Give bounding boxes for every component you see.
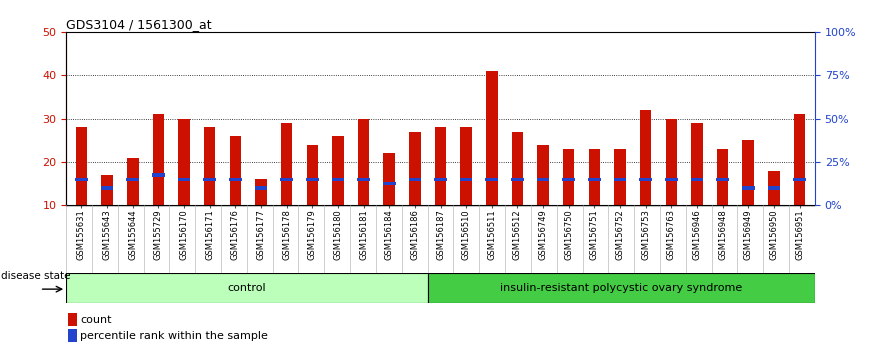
Bar	[640, 178, 652, 181]
Bar	[485, 178, 498, 181]
Bar	[127, 158, 138, 205]
Bar	[767, 186, 781, 190]
Bar	[101, 175, 113, 205]
Bar	[512, 132, 523, 205]
Bar	[383, 153, 395, 205]
Bar	[76, 127, 87, 205]
Bar	[331, 178, 344, 181]
Bar	[511, 178, 524, 181]
Bar	[357, 178, 370, 181]
Bar	[358, 119, 369, 205]
Bar	[460, 178, 472, 181]
Text: insulin-resistant polycystic ovary syndrome: insulin-resistant polycystic ovary syndr…	[500, 282, 743, 293]
Bar	[588, 178, 601, 181]
Bar	[281, 123, 292, 205]
Bar	[255, 179, 267, 205]
Bar	[793, 178, 806, 181]
Bar	[537, 178, 550, 181]
Bar	[178, 119, 189, 205]
Bar	[562, 178, 575, 181]
Bar	[126, 178, 139, 181]
Bar	[742, 186, 755, 190]
Bar	[434, 127, 447, 205]
Bar	[307, 144, 318, 205]
Bar	[178, 178, 190, 181]
Bar	[461, 127, 472, 205]
Bar	[665, 178, 677, 181]
Bar	[204, 127, 216, 205]
Bar	[152, 173, 165, 177]
Bar	[614, 178, 626, 181]
Bar	[230, 136, 241, 205]
Text: percentile rank within the sample: percentile rank within the sample	[80, 331, 268, 341]
Bar	[229, 178, 241, 181]
Bar	[434, 178, 447, 181]
Bar	[306, 178, 319, 181]
Text: GDS3104 / 1561300_at: GDS3104 / 1561300_at	[66, 18, 211, 31]
Bar	[537, 144, 549, 205]
Bar	[640, 110, 651, 205]
Bar	[743, 140, 754, 205]
Bar	[691, 178, 703, 181]
Bar	[383, 182, 396, 185]
Bar	[204, 178, 216, 181]
Bar	[68, 313, 77, 326]
Bar	[68, 329, 77, 342]
Bar	[332, 136, 344, 205]
Bar	[794, 114, 805, 205]
Bar	[75, 178, 88, 181]
Bar	[427, 273, 815, 303]
Bar	[409, 132, 420, 205]
Bar	[692, 123, 703, 205]
Bar	[409, 178, 421, 181]
Bar	[563, 149, 574, 205]
Bar	[768, 171, 780, 205]
Text: control: control	[227, 282, 266, 293]
Bar	[280, 178, 293, 181]
Bar	[486, 71, 498, 205]
Bar	[614, 149, 626, 205]
Bar	[716, 178, 729, 181]
Bar	[255, 186, 267, 190]
Text: count: count	[80, 315, 112, 325]
Text: disease state: disease state	[1, 270, 70, 280]
Bar	[152, 114, 164, 205]
Bar	[665, 119, 677, 205]
Bar	[100, 186, 114, 190]
Bar	[66, 273, 427, 303]
Bar	[717, 149, 729, 205]
Bar	[589, 149, 600, 205]
